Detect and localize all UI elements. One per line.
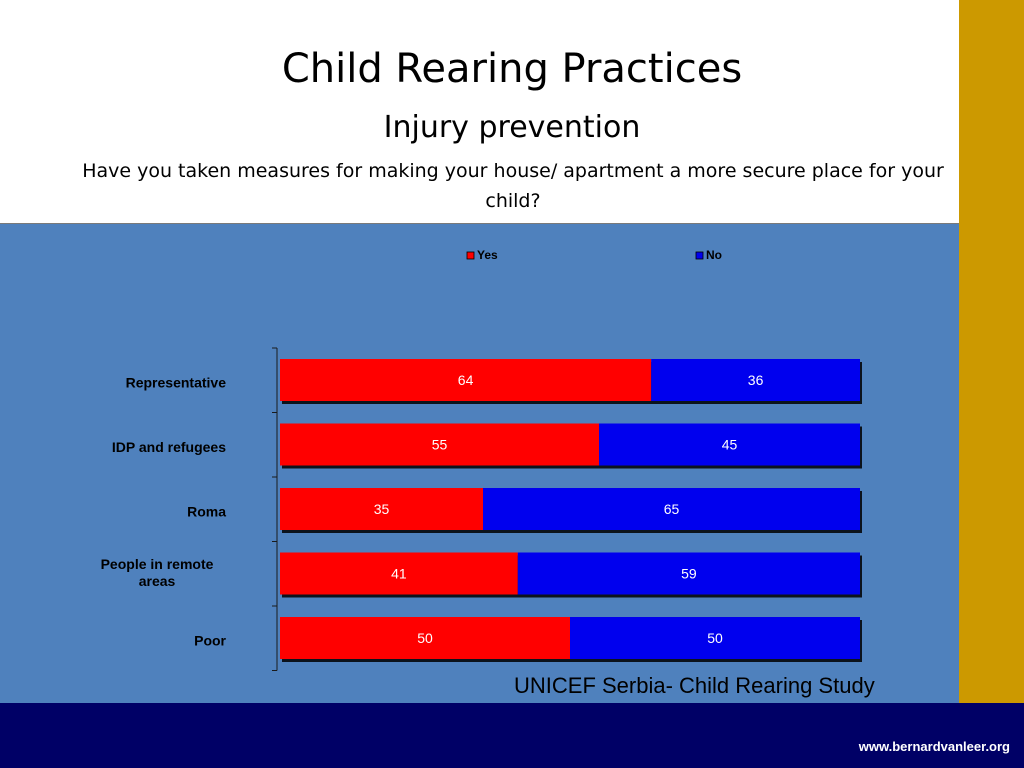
data-label-no: 65 [664, 501, 680, 517]
bar-yes-0 [280, 359, 652, 401]
category-label: Poor [194, 632, 226, 648]
slide-title: Child Rearing Practices [281, 46, 743, 92]
bar-no-1 [599, 423, 860, 466]
data-label-no: 36 [748, 372, 764, 388]
legend-label-yes: Yes [477, 248, 498, 262]
data-label-yes: 35 [374, 501, 390, 517]
survey-question: Have you taken measures for making your … [82, 160, 944, 212]
bar-no-3 [517, 552, 860, 595]
chart-panel: Yes No 64 36 Representative 55 45 IDP and refug… [0, 223, 959, 704]
legend-swatch-yes [466, 251, 475, 260]
bar-yes-2 [280, 488, 483, 530]
data-label-yes: 55 [432, 437, 448, 453]
legend-label-no: No [706, 248, 722, 262]
bar-yes-3 [280, 552, 518, 595]
category-label: People in remote areas [101, 556, 214, 589]
data-label-no: 45 [722, 437, 738, 453]
category-label: Roma [187, 503, 226, 519]
footer-band: www.bernardvanleer.org [0, 703, 1024, 768]
bar-no-2 [483, 488, 860, 530]
data-label-yes: 50 [417, 630, 433, 646]
data-label-no: 50 [707, 630, 723, 646]
bar-no-0 [651, 359, 860, 401]
data-label-yes: 41 [391, 566, 407, 582]
category-label: Representative [126, 374, 227, 390]
bar-yes-4 [280, 617, 570, 659]
source-caption: UNICEF Serbia- Child Rearing Study [514, 673, 875, 698]
footer-url[interactable]: www.bernardvanleer.org [858, 739, 1010, 754]
data-label-no: 59 [681, 566, 697, 582]
legend-swatch-no [695, 251, 704, 260]
category-label: IDP and refugees [112, 439, 226, 455]
stacked-bar-chart: Yes No 64 36 Representative 55 45 IDP and refug… [101, 248, 862, 671]
bar-no-4 [570, 617, 860, 659]
gold-side-bar [959, 0, 1024, 703]
data-label-yes: 64 [458, 372, 474, 388]
slide-subtitle: Injury prevention [383, 110, 641, 145]
bar-yes-1 [280, 423, 599, 466]
